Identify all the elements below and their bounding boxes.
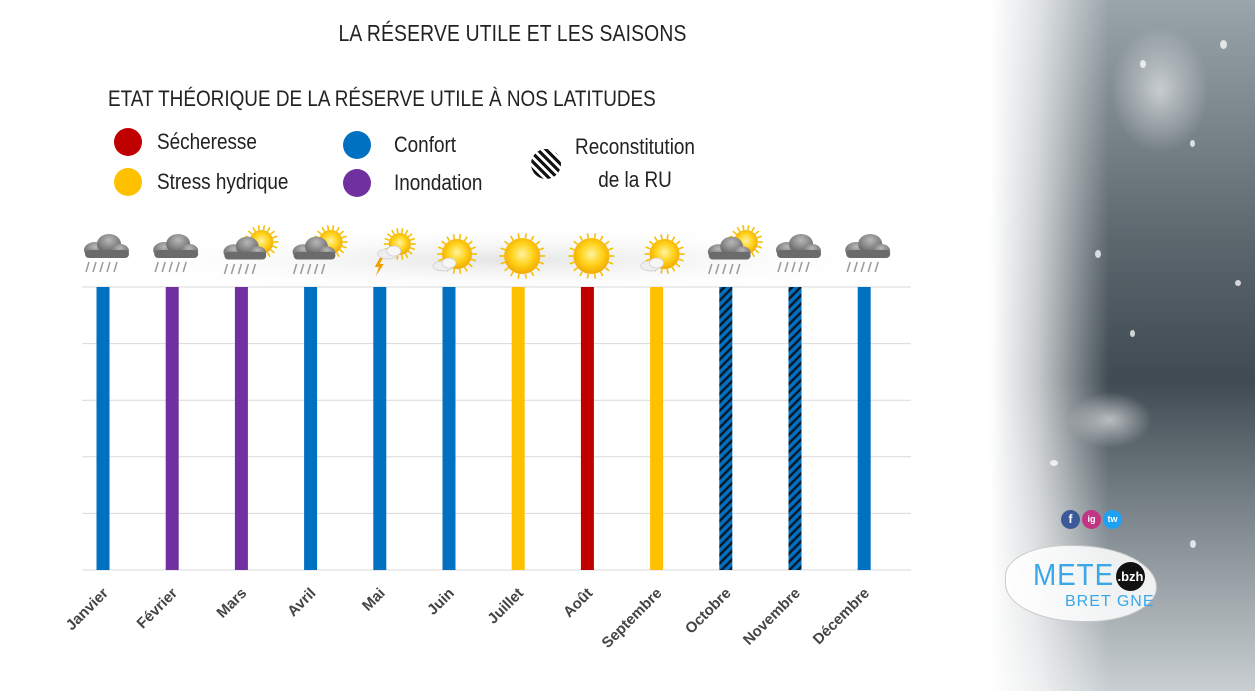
legend-recon-line1: Reconstitution bbox=[575, 134, 695, 159]
raindrop bbox=[1190, 140, 1195, 147]
raindrop bbox=[1190, 540, 1196, 548]
raindrop bbox=[1140, 60, 1146, 68]
bar-1 bbox=[165, 287, 179, 570]
x-tick-label: Novembre bbox=[740, 585, 804, 649]
bar-8 bbox=[650, 287, 664, 570]
bar-7 bbox=[580, 287, 594, 570]
x-tick-label: Octobre bbox=[682, 585, 735, 638]
rain-cloud-icon bbox=[153, 234, 199, 273]
legend-swatch-inondation bbox=[343, 169, 371, 197]
bar-10 bbox=[788, 287, 802, 570]
facebook-icon[interactable]: f bbox=[1061, 510, 1080, 529]
legend-label-secheresse: Sécheresse bbox=[157, 129, 257, 154]
x-tick-label: Janvier bbox=[63, 585, 112, 634]
legend-swatch-secheresse bbox=[114, 128, 142, 156]
x-tick-label: Février bbox=[134, 585, 182, 633]
legend-label-reconstitution: Reconstitution de la RU bbox=[571, 130, 700, 196]
bar-0 bbox=[96, 287, 110, 570]
bar-4 bbox=[373, 287, 387, 570]
sun-icon bbox=[499, 233, 546, 279]
legend-swatch-stress bbox=[114, 168, 142, 196]
raindrop bbox=[1235, 280, 1241, 286]
raindrop bbox=[1050, 460, 1058, 466]
x-tick-label: Juin bbox=[424, 585, 458, 619]
instagram-icon[interactable]: ig bbox=[1082, 510, 1101, 529]
x-tick-label: Juillet bbox=[484, 585, 527, 628]
rain-cloud-icon bbox=[776, 234, 821, 273]
x-tick-label: Décembre bbox=[810, 585, 873, 648]
bar-5 bbox=[442, 287, 456, 570]
rain-cloud-icon bbox=[845, 234, 891, 273]
logo-text-mete: METE bbox=[1033, 557, 1115, 592]
sun-rain-cloud-icon bbox=[707, 225, 763, 275]
meteo-bretagne-logo: METE .bzh BRET GNE bbox=[1005, 535, 1165, 630]
x-tick-label: Mai bbox=[359, 585, 389, 615]
sun-storm-cloud-icon bbox=[374, 228, 416, 276]
bar-6 bbox=[511, 287, 525, 570]
logo-badge-bzh: .bzh bbox=[1116, 562, 1145, 591]
season-bar-chart: Janvier Février Mars Avril Mai Juin Juillet Aoû… bbox=[63, 225, 935, 652]
sun-cloud-icon bbox=[432, 234, 477, 274]
legend-item-stress: Stress hydrique bbox=[114, 166, 310, 198]
legend-item-inondation: Inondation bbox=[343, 167, 497, 199]
legend-recon-line2: de la RU bbox=[598, 167, 672, 192]
sun-cloud-icon bbox=[640, 234, 685, 274]
legend-label-stress: Stress hydrique bbox=[157, 169, 289, 194]
raindrop bbox=[1095, 250, 1101, 258]
x-tick-label: Août bbox=[560, 585, 596, 621]
x-tick-label: Septembre bbox=[599, 585, 666, 652]
x-tick-label: Mars bbox=[213, 585, 250, 622]
legend-swatch-reconstitution bbox=[531, 149, 561, 179]
rain-cloud-icon bbox=[84, 234, 129, 273]
sun-icon bbox=[568, 233, 615, 279]
x-tick-label: Avril bbox=[284, 585, 319, 620]
bar-2 bbox=[234, 287, 248, 570]
bar-9 bbox=[719, 287, 733, 570]
sun-rain-cloud-icon bbox=[223, 225, 279, 275]
bar-11 bbox=[857, 287, 871, 570]
legend-item-confort: Confort bbox=[343, 129, 466, 161]
twitter-icon[interactable]: tw bbox=[1103, 510, 1122, 529]
chart-subtitle: ETAT THÉORIQUE DE LA RÉSERVE UTILE À NOS… bbox=[108, 86, 656, 111]
raindrop bbox=[1220, 40, 1227, 49]
legend-item-secheresse: Sécheresse bbox=[114, 126, 273, 158]
logo-text-bretagne: BRET GNE bbox=[1065, 593, 1155, 610]
legend-swatch-confort bbox=[343, 131, 371, 159]
bar-3 bbox=[304, 287, 318, 570]
sun-rain-cloud-icon bbox=[292, 225, 348, 275]
legend-label-confort: Confort bbox=[394, 132, 457, 157]
raindrop bbox=[1130, 330, 1135, 337]
chart-title: LA RÉSERVE UTILE ET LES SAISONS bbox=[338, 20, 687, 46]
legend-label-inondation: Inondation bbox=[394, 170, 483, 195]
